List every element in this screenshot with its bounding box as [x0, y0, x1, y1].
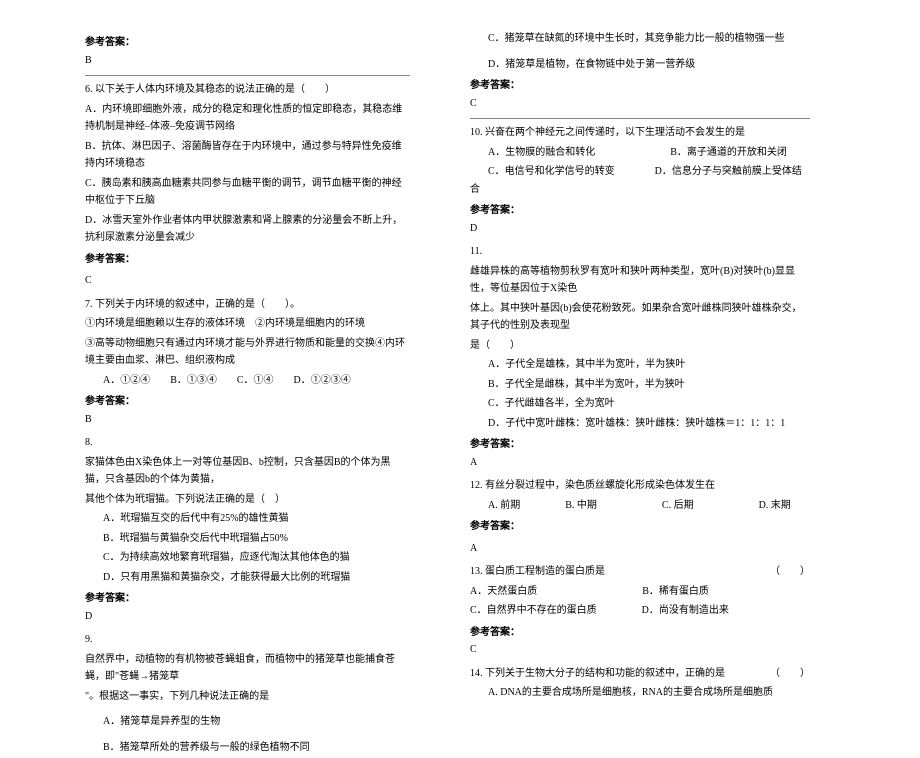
q10-opt-b: B．离子通道的开放和关闭: [670, 147, 787, 158]
q13-opt-d: D．尚没有制造出来: [642, 605, 729, 616]
q10-opt-a: A．生物膜的融合和转化: [470, 147, 595, 158]
q13-opt-c: C．自然界中不存在的蛋白质: [470, 605, 597, 616]
q13-opt-a: A．天然蛋白质: [470, 586, 537, 597]
q8-opt-b: B．玳瑁猫与黄猫杂交后代中玳瑁猫占50%: [85, 530, 410, 548]
q8-opt-c: C．为持续高效地繁育玳瑁猫，应逐代淘汰其他体色的猫: [85, 549, 410, 567]
answer-label: 参考答案：: [470, 436, 810, 454]
q9-opt-d: D．猪笼草是植物，在食物链中处于第一营养级: [470, 56, 810, 74]
answer-12: A: [470, 540, 810, 558]
right-column: C．猪笼草在缺氮的环境中生长时，其竞争能力比一般的植物强一些 D．猪笼草是植物，…: [420, 30, 840, 758]
q11-opt-c: C．子代雌雄各半，全为宽叶: [470, 395, 810, 413]
q12-opt-d: D. 末期: [759, 500, 791, 511]
answer-5: B: [85, 52, 410, 70]
q13-row: 13. 蛋白质工程制造的蛋白质是 （ ）: [470, 563, 810, 581]
q9-opt-a: A．猪笼草是异养型的生物: [85, 713, 410, 731]
answer-11: A: [470, 454, 810, 472]
q14: 14. 下列关于生物大分子的结构和功能的叙述中，正确的是: [470, 665, 725, 683]
answer-label: 参考答案：: [85, 393, 410, 411]
q7-body: ①内环境是细胞赖以生存的液体环境 ②内环境是细胞内的环境: [85, 315, 410, 333]
q7-body2: ③高等动物细胞只有通过内环境才能与外界进行物质和能量的交换④内环境主要由血浆、淋…: [85, 335, 410, 370]
q10: 10. 兴奋在两个神经元之间传递时，以下生理活动不会发生的是: [470, 124, 810, 142]
answer-7: B: [85, 411, 410, 429]
answer-6: C: [85, 272, 410, 290]
q11-l3: 是（ ）: [470, 337, 810, 355]
q9-l1: 自然界中，动植物的有机物被苍蝇蛆食，而植物中的猪笼草也能捕食苍蝇，即"苍蝇→猪笼…: [85, 651, 410, 686]
q10-row2: C．电信号和化学信号的转变 D．信息分子与突触前膜上受体结合: [470, 163, 810, 198]
q10-opt-c: C．电信号和化学信号的转变: [470, 166, 615, 177]
q13-opt-b: B．稀有蛋白质: [642, 586, 709, 597]
q6-opt-d: D．冰雪天室外作业者体内甲状腺激素和肾上腺素的分泌量会不断上升，抗利尿激素分泌量…: [85, 212, 410, 247]
answer-13: C: [470, 641, 810, 659]
q11-opt-a: A．子代全是雄株，其中半为宽叶，半为狭叶: [470, 356, 810, 374]
q11-l2: 体上。其中狭叶基因(b)会使花粉致死。如果杂合宽叶雌株同狭叶雄株杂交，其子代的性…: [470, 300, 810, 335]
q12-opt-b: B. 中期: [565, 500, 597, 511]
q8: 8.: [85, 434, 410, 452]
q14-opt-a: A. DNA的主要合成场所是细胞核，RNA的主要合成场所是细胞质: [470, 684, 810, 702]
answer-label: 参考答案：: [470, 518, 810, 536]
q13-row2: C．自然界中不存在的蛋白质 D．尚没有制造出来: [470, 602, 810, 620]
answer-10: D: [470, 220, 810, 238]
q6-opt-c: C．胰岛素和胰高血糖素共同参与血糖平衡的调节，调节血糖平衡的神经中枢位于下丘脑: [85, 175, 410, 210]
answer-label: 参考答案：: [470, 202, 810, 220]
left-column: 参考答案： B 6. 以下关于人体内环境及其稳态的说法正确的是（ ） A．内环境…: [0, 30, 420, 758]
q12: 12. 有丝分裂过程中，染色质丝螺旋化形成染色体发生在: [470, 477, 810, 495]
q14-row: 14. 下列关于生物大分子的结构和功能的叙述中，正确的是 （ ）: [470, 665, 810, 683]
answer-label: 参考答案：: [85, 251, 410, 269]
answer-9: C: [470, 95, 810, 113]
q13-row1: A．天然蛋白质 B．稀有蛋白质: [470, 583, 810, 601]
q11: 11.: [470, 243, 810, 261]
answer-8: D: [85, 608, 410, 626]
q9-l2: "。根据这一事实，下列几种说法正确的是: [85, 688, 410, 706]
answer-label: 参考答案：: [85, 34, 410, 52]
q7-opts: A．①②④ B．①③④ C．①④ D．①②③④: [85, 372, 410, 390]
q9-opt-b: B．猪笼草所处的营养级与一般的绿色植物不同: [85, 739, 410, 757]
q12-opt-a: A. 前期: [488, 500, 520, 511]
divider: [470, 118, 810, 119]
q6-opt-a: A．内环境即细胞外液，成分的稳定和理化性质的恒定即稳态，其稳态维持机制是神经–体…: [85, 101, 410, 136]
q8-opt-d: D．只有用黑猫和黄猫杂交，才能获得最大比例的玳瑁猫: [85, 569, 410, 587]
q12-opt-c: C. 后期: [662, 500, 694, 511]
divider: [85, 75, 410, 76]
q14-paren: （ ）: [770, 665, 810, 683]
q13-paren: （ ）: [770, 563, 810, 581]
q7: 7. 下列关于内环境的叙述中，正确的是（ ）。: [85, 296, 410, 314]
q11-opt-d: D．子代中宽叶雌株：宽叶雄株：狭叶雌株：狭叶雄株＝1：1：1：1: [470, 415, 810, 433]
q12-opts: A. 前期 B. 中期 C. 后期 D. 末期: [470, 497, 810, 515]
q13: 13. 蛋白质工程制造的蛋白质是: [470, 563, 605, 581]
q9-opt-c: C．猪笼草在缺氮的环境中生长时，其竞争能力比一般的植物强一些: [470, 30, 810, 48]
q6-opt-b: B．抗体、淋巴因子、溶菌酶皆存在于内环境中，通过参与特异性免疫维持内环境稳态: [85, 138, 410, 173]
q9: 9.: [85, 631, 410, 649]
q11-l1: 雌雄异株的高等植物剪秋罗有宽叶和狭叶两种类型，宽叶(B)对狭叶(b)显显性，等位…: [470, 263, 810, 298]
answer-label: 参考答案：: [470, 624, 810, 642]
answer-label: 参考答案：: [85, 590, 410, 608]
q8-l1: 家猫体色由X染色体上一对等位基因B、b控制，只含基因B的个体为黑猫，只含基因b的…: [85, 454, 410, 489]
q8-opt-a: A．玳瑁猫互交的后代中有25%的雄性黄猫: [85, 510, 410, 528]
q11-opt-b: B．子代全是雌株，其中半为宽叶，半为狭叶: [470, 376, 810, 394]
answer-label: 参考答案：: [470, 77, 810, 95]
q6: 6. 以下关于人体内环境及其稳态的说法正确的是（ ）: [85, 81, 410, 99]
q8-l2: 其他个体为玳瑁猫。下列说法正确的是（ ）: [85, 491, 410, 509]
q10-row1: A．生物膜的融合和转化 B．离子通道的开放和关闭: [470, 144, 810, 162]
